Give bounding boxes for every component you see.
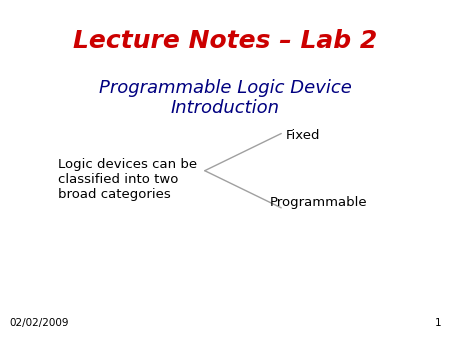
Text: Programmable: Programmable	[270, 196, 368, 209]
Text: Programmable Logic Device
Introduction: Programmable Logic Device Introduction	[99, 79, 351, 117]
Text: 1: 1	[434, 318, 441, 328]
Text: 02/02/2009: 02/02/2009	[9, 318, 68, 328]
Text: Fixed: Fixed	[286, 129, 320, 142]
Text: Logic devices can be
classified into two
broad categories: Logic devices can be classified into two…	[58, 158, 198, 201]
Text: Lecture Notes – Lab 2: Lecture Notes – Lab 2	[73, 28, 377, 53]
